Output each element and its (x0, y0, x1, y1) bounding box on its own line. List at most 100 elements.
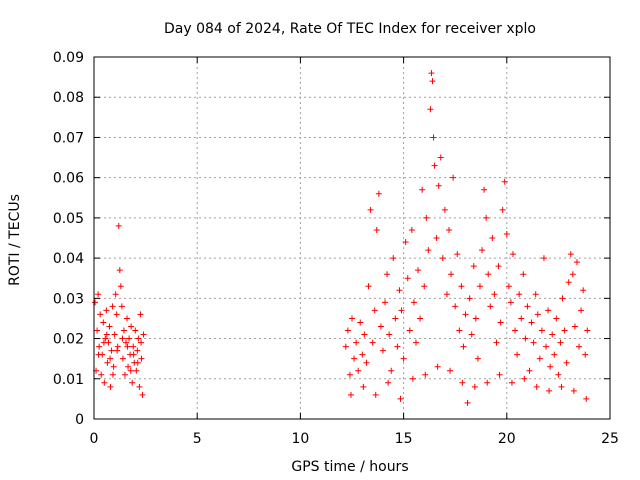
data-point (351, 355, 358, 362)
data-point (372, 391, 379, 398)
data-point (102, 335, 109, 342)
data-point (485, 271, 492, 278)
data-point (114, 343, 121, 350)
data-point (404, 275, 411, 282)
data-point (557, 339, 564, 346)
data-point (375, 190, 382, 197)
data-point (367, 206, 374, 213)
data-point (576, 343, 583, 350)
data-point (437, 154, 444, 161)
data-point (96, 343, 103, 350)
data-point (113, 311, 120, 318)
data-point (479, 247, 486, 254)
data-point (100, 339, 107, 346)
data-point (435, 182, 442, 189)
data-point (134, 347, 141, 354)
data-point (422, 371, 429, 378)
scatter-points (92, 70, 591, 406)
data-point (538, 327, 545, 334)
data-point (128, 323, 135, 330)
data-point (474, 355, 481, 362)
data-point (468, 331, 475, 338)
data-point (448, 271, 455, 278)
data-point (409, 375, 416, 382)
data-point (462, 311, 469, 318)
x-tick-label: 20 (498, 431, 516, 447)
grid-lines (94, 57, 610, 419)
y-tick-label: 0.03 (53, 291, 84, 307)
data-point (447, 367, 454, 374)
data-point (136, 383, 143, 390)
data-point (565, 279, 572, 286)
data-point (452, 303, 459, 310)
data-point (524, 303, 531, 310)
data-point (501, 178, 508, 185)
data-point (344, 327, 351, 334)
x-tick-label: 0 (90, 431, 99, 447)
data-point (363, 359, 370, 366)
x-tick-label: 15 (395, 431, 413, 447)
data-point (508, 379, 515, 386)
data-point (346, 371, 353, 378)
data-point (521, 375, 528, 382)
data-point (415, 267, 422, 274)
plot-frame (93, 56, 611, 420)
data-point (532, 291, 539, 298)
data-point (495, 263, 502, 270)
x-tick-label: 25 (601, 431, 619, 447)
data-point (450, 174, 457, 181)
data-point (97, 311, 104, 318)
data-point (472, 315, 479, 322)
data-point (129, 379, 136, 386)
data-point (390, 255, 397, 262)
chart-title: Day 084 of 2024, Rate Of TEC Index for r… (164, 21, 536, 37)
y-tick-label: 0.02 (53, 332, 84, 348)
data-point (458, 283, 465, 290)
data-point (107, 355, 114, 362)
data-point (132, 327, 139, 334)
y-tick-label: 0 (75, 412, 84, 428)
data-point (100, 319, 107, 326)
y-tick-label: 0.06 (53, 171, 84, 187)
data-point (419, 186, 426, 193)
data-point (133, 367, 140, 374)
data-point (106, 323, 113, 330)
data-point (103, 307, 110, 314)
data-point (559, 295, 566, 302)
data-point (137, 311, 144, 318)
data-point (499, 206, 506, 213)
data-point (561, 327, 568, 334)
data-point (111, 331, 118, 338)
data-point (503, 230, 510, 237)
data-point (454, 251, 461, 258)
data-point (421, 283, 428, 290)
data-point (536, 355, 543, 362)
data-point (530, 339, 537, 346)
data-point (429, 78, 436, 85)
data-point (441, 206, 448, 213)
y-tick-label: 0.04 (53, 251, 84, 267)
y-tick-label: 0.08 (53, 90, 84, 106)
data-point (573, 259, 580, 266)
data-point (124, 343, 131, 350)
data-point (555, 371, 562, 378)
data-point (396, 287, 403, 294)
data-point (373, 226, 380, 233)
data-point (563, 359, 570, 366)
data-point (140, 331, 147, 338)
data-point (456, 327, 463, 334)
data-point (355, 367, 362, 374)
data-point (428, 70, 435, 77)
data-point (567, 251, 574, 258)
data-point (342, 343, 349, 350)
data-point (388, 367, 395, 374)
y-axis-label: ROTI / TECUs (7, 194, 23, 286)
data-point (582, 351, 589, 358)
data-point (360, 383, 367, 390)
data-point (528, 319, 535, 326)
data-point (394, 343, 401, 350)
data-point (384, 271, 391, 278)
data-point (371, 307, 378, 314)
data-point (471, 383, 478, 390)
